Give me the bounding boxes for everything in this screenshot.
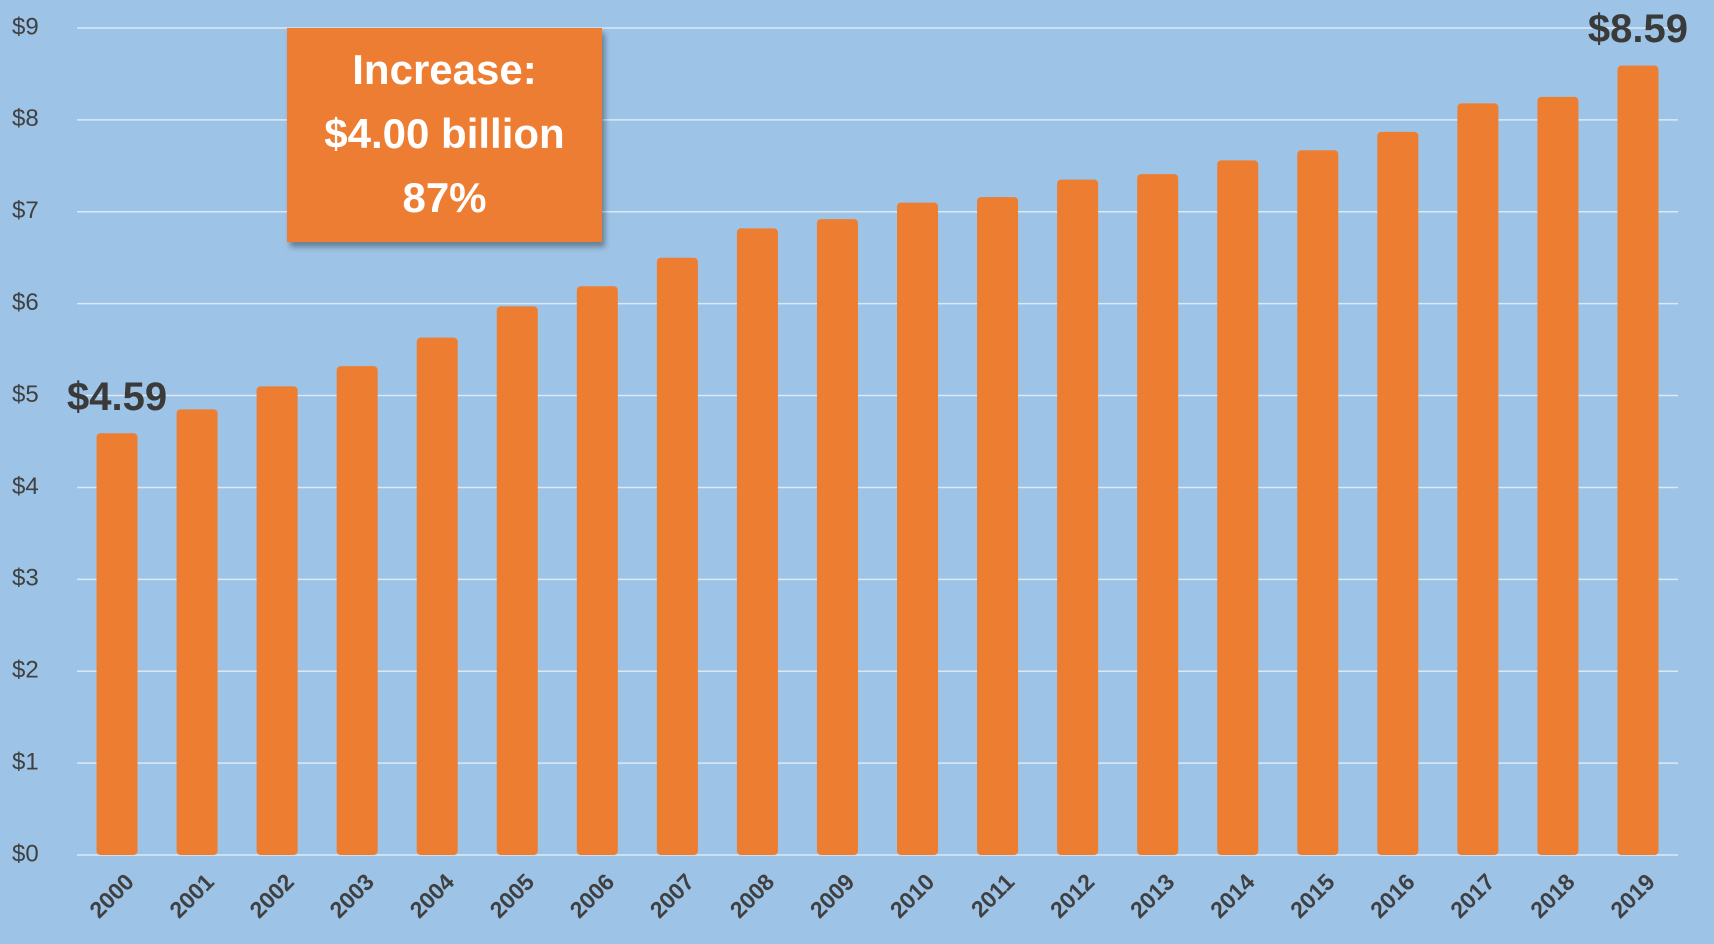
y-tick-label: $1 — [12, 748, 39, 775]
bar — [416, 337, 458, 856]
x-tick-label: 2000 — [84, 868, 139, 923]
x-tick-label: 2009 — [805, 868, 860, 923]
bar — [816, 219, 858, 855]
bar — [1057, 179, 1099, 855]
bar — [1377, 131, 1419, 855]
x-tick-label: 2011 — [966, 868, 1020, 922]
bar — [1297, 150, 1339, 855]
x-tick-label: 2015 — [1285, 868, 1340, 923]
annotation-text: $4.00 billion — [324, 110, 564, 157]
x-tick-label: 2001 — [164, 868, 219, 923]
bar — [736, 228, 778, 856]
x-tick-label: 2006 — [565, 868, 620, 923]
bar — [96, 433, 138, 855]
bar — [176, 409, 218, 855]
x-tick-label: 2010 — [885, 868, 940, 923]
bar — [256, 386, 298, 855]
bar — [1137, 174, 1179, 855]
y-tick-label: $0 — [12, 840, 39, 867]
x-tick-label: 2003 — [324, 868, 379, 923]
bar — [336, 366, 378, 855]
bar — [576, 286, 618, 855]
bar — [496, 306, 538, 855]
bar — [1617, 65, 1659, 856]
x-tick-label: 2013 — [1125, 868, 1180, 923]
y-tick-label: $7 — [12, 197, 39, 224]
x-tick-label: 2014 — [1205, 868, 1260, 923]
y-tick-label: $9 — [12, 13, 39, 40]
x-tick-label: 2018 — [1525, 868, 1580, 923]
y-tick-label: $4 — [12, 473, 39, 500]
y-tick-label: $3 — [12, 565, 39, 592]
bar — [656, 257, 698, 855]
annotation-text: 87% — [402, 174, 486, 221]
value-label: $4.59 — [67, 375, 167, 419]
value-label: $8.59 — [1588, 7, 1688, 51]
bar — [1217, 160, 1259, 855]
x-tick-label: 2007 — [645, 868, 700, 923]
x-tick-label: 2016 — [1365, 868, 1420, 923]
x-tick-label: 2008 — [725, 868, 780, 923]
x-tick-label: 2004 — [404, 868, 459, 923]
bar — [1537, 96, 1579, 855]
x-tick-label: 2005 — [485, 868, 540, 923]
x-tick-label: 2019 — [1605, 868, 1660, 923]
y-tick-label: $6 — [12, 289, 39, 316]
annotation: Increase: $4.00 billion 87% — [287, 28, 602, 242]
x-tick-label: 2017 — [1445, 868, 1500, 923]
annotation-text: Increase: — [352, 46, 536, 93]
x-tick-label: 2002 — [244, 868, 299, 923]
y-tick-label: $8 — [12, 105, 39, 132]
bar — [1457, 103, 1499, 856]
annotation-box — [287, 28, 602, 242]
bar — [977, 197, 1019, 855]
bar — [897, 202, 939, 856]
y-tick-label: $5 — [12, 381, 39, 408]
y-tick-label: $2 — [12, 657, 39, 684]
x-tick-label: 2012 — [1045, 868, 1100, 923]
